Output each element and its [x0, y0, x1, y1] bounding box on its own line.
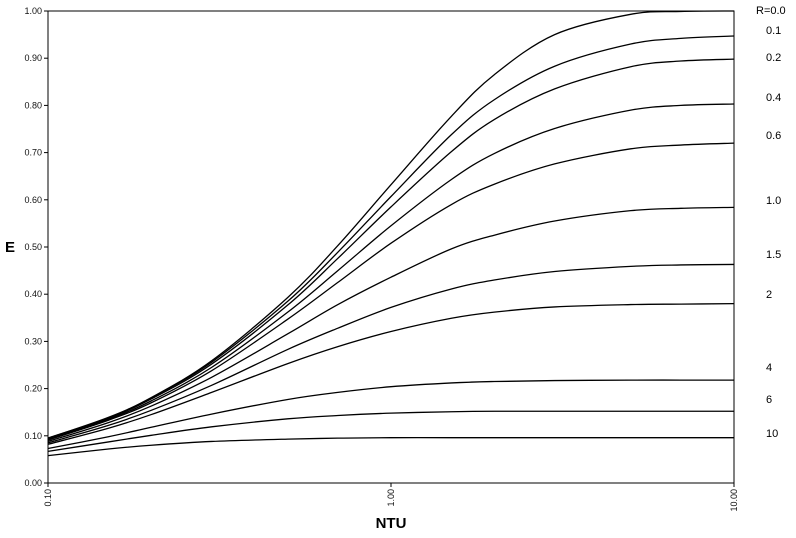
- y-tick-label: 0.80: [24, 100, 42, 110]
- series-label: 0.1: [766, 25, 781, 37]
- x-tick-label: 0.10: [43, 489, 53, 507]
- y-tick-label: 0.30: [24, 336, 42, 346]
- y-tick-label: 0.10: [24, 431, 42, 441]
- y-tick-label: 0.20: [24, 384, 42, 394]
- series-label: 4: [766, 362, 772, 374]
- y-tick-label: 0.50: [24, 242, 42, 252]
- y-tick-label: 0.60: [24, 195, 42, 205]
- series-label: 0.4: [766, 92, 781, 104]
- x-axis-ticks: 0.10 1.00 10.00: [43, 483, 739, 512]
- y-tick-label: 0.00: [24, 478, 42, 488]
- y-tick-label: 1.00: [24, 6, 42, 16]
- series-label: 10: [766, 428, 778, 440]
- series-label: 0.6: [766, 130, 781, 142]
- series-label: 6: [766, 394, 772, 406]
- series-labels: R=0.0 0.1 0.2 0.4 0.6 1.0 1.5 2 4 6 10: [756, 5, 786, 440]
- y-tick-label: 0.40: [24, 289, 42, 299]
- y-tick-label: 0.70: [24, 148, 42, 158]
- y-axis-ticks: 0.00 0.10 0.20 0.30 0.40 0.50 0.60 0.70 0.80 0.90…: [24, 6, 48, 488]
- series-label: R=0.0: [756, 5, 786, 17]
- x-tick-label: 1.00: [386, 489, 396, 507]
- x-axis-label: NTU: [376, 515, 407, 532]
- series-label: 2: [766, 289, 772, 301]
- y-axis-label: E: [5, 239, 15, 256]
- y-tick-label: 0.90: [24, 53, 42, 63]
- series-label: 0.2: [766, 52, 781, 64]
- series-label: 1.0: [766, 195, 781, 207]
- series-label: 1.5: [766, 249, 781, 261]
- x-tick-label: 10.00: [729, 489, 739, 512]
- plot-area: [48, 11, 734, 483]
